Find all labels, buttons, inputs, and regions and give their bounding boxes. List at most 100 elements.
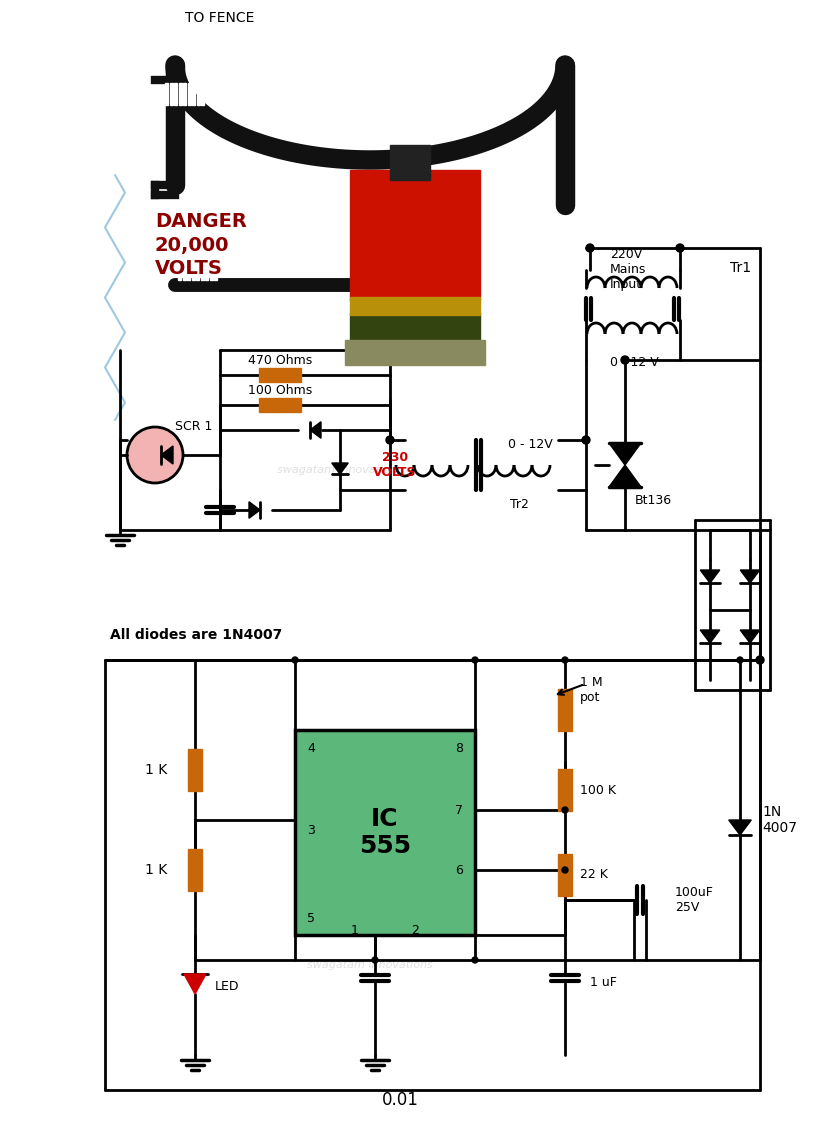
Bar <box>555 230 569 232</box>
Bar <box>558 854 572 896</box>
Bar <box>188 749 202 791</box>
Bar <box>558 689 572 731</box>
Polygon shape <box>249 502 260 518</box>
Text: LED: LED <box>215 980 239 994</box>
Text: 0 - 12 V: 0 - 12 V <box>610 356 659 368</box>
Text: 230
VOLTS: 230 VOLTS <box>373 451 417 479</box>
Polygon shape <box>729 820 751 835</box>
Polygon shape <box>740 630 760 644</box>
Text: Bt136: Bt136 <box>635 494 672 506</box>
Bar <box>555 224 569 225</box>
Text: 7: 7 <box>455 803 463 817</box>
Text: SCR 1: SCR 1 <box>175 420 213 434</box>
Bar <box>345 340 485 365</box>
Bar <box>183 83 186 105</box>
Text: Tr1: Tr1 <box>730 261 751 275</box>
Text: 8: 8 <box>455 741 463 755</box>
Text: 1N
4007: 1N 4007 <box>762 804 797 835</box>
Bar <box>259 368 301 382</box>
Polygon shape <box>701 570 720 583</box>
Text: 100uF
25V: 100uF 25V <box>675 886 714 914</box>
Text: 1: 1 <box>351 923 359 937</box>
Bar <box>192 83 195 105</box>
Polygon shape <box>701 630 720 644</box>
Text: TO FENCE: TO FENCE <box>185 11 254 25</box>
Bar <box>555 221 569 223</box>
Circle shape <box>292 657 298 663</box>
Text: swagatam innovations: swagatam innovations <box>307 960 433 970</box>
Circle shape <box>127 427 183 483</box>
Polygon shape <box>310 421 321 438</box>
Text: 1 M
pot: 1 M pot <box>580 676 602 704</box>
Bar <box>555 233 569 235</box>
Circle shape <box>472 957 478 963</box>
Bar <box>179 83 181 105</box>
Bar <box>350 170 480 300</box>
Text: IC
555: IC 555 <box>359 807 411 859</box>
Circle shape <box>562 867 568 874</box>
Text: 2: 2 <box>411 923 419 937</box>
Circle shape <box>756 656 764 664</box>
Bar <box>196 83 199 105</box>
Text: 3: 3 <box>307 824 315 836</box>
Circle shape <box>562 807 568 813</box>
Bar <box>209 266 213 280</box>
Polygon shape <box>609 465 641 487</box>
Text: 1 K: 1 K <box>145 763 167 777</box>
Text: 1 K: 1 K <box>145 863 167 877</box>
Bar <box>214 266 217 280</box>
Polygon shape <box>184 974 206 994</box>
Text: Tr2: Tr2 <box>510 499 529 511</box>
Bar <box>555 236 569 238</box>
Bar <box>555 218 569 220</box>
Bar <box>350 297 480 315</box>
Bar <box>170 83 173 105</box>
Bar <box>555 227 569 229</box>
Text: 4: 4 <box>307 741 315 755</box>
Bar <box>350 313 480 346</box>
Circle shape <box>562 657 568 663</box>
Circle shape <box>372 957 378 963</box>
Bar <box>191 266 194 280</box>
Circle shape <box>472 657 478 663</box>
Polygon shape <box>161 446 173 465</box>
Circle shape <box>586 244 594 252</box>
Text: swagatam innovations: swagatam innovations <box>277 465 403 475</box>
Text: 22 K: 22 K <box>580 869 607 881</box>
Bar <box>205 266 208 280</box>
Circle shape <box>582 436 590 444</box>
Text: 6: 6 <box>455 863 463 877</box>
Text: 220V
Mains
Input: 220V Mains Input <box>610 248 647 291</box>
Bar <box>187 266 190 280</box>
Text: All diodes are 1N4007: All diodes are 1N4007 <box>110 628 283 642</box>
Text: DANGER
20,000
VOLTS: DANGER 20,000 VOLTS <box>155 212 247 278</box>
Text: 0.01: 0.01 <box>381 1091 419 1109</box>
Text: 100 Ohms: 100 Ohms <box>248 383 312 397</box>
Bar <box>295 730 475 935</box>
Circle shape <box>676 244 684 252</box>
Polygon shape <box>609 443 641 465</box>
Bar <box>259 398 301 412</box>
Text: 0 - 12V: 0 - 12V <box>508 438 553 451</box>
Bar <box>555 239 569 241</box>
Bar <box>174 83 177 105</box>
Polygon shape <box>740 570 760 583</box>
Text: 470 Ohms: 470 Ohms <box>248 353 312 366</box>
Bar <box>558 769 572 811</box>
Bar <box>555 242 569 244</box>
Text: 100 K: 100 K <box>580 784 616 796</box>
Bar <box>390 145 430 180</box>
Circle shape <box>737 657 743 663</box>
Circle shape <box>386 436 394 444</box>
Bar <box>183 266 185 280</box>
Bar <box>196 266 199 280</box>
Circle shape <box>621 356 629 364</box>
Bar <box>200 266 204 280</box>
Bar <box>188 849 202 891</box>
Bar <box>165 83 168 105</box>
Text: 1 uF: 1 uF <box>590 976 617 988</box>
Bar <box>295 730 475 935</box>
Text: 5: 5 <box>307 912 315 925</box>
Bar <box>201 83 204 105</box>
Bar <box>188 83 190 105</box>
